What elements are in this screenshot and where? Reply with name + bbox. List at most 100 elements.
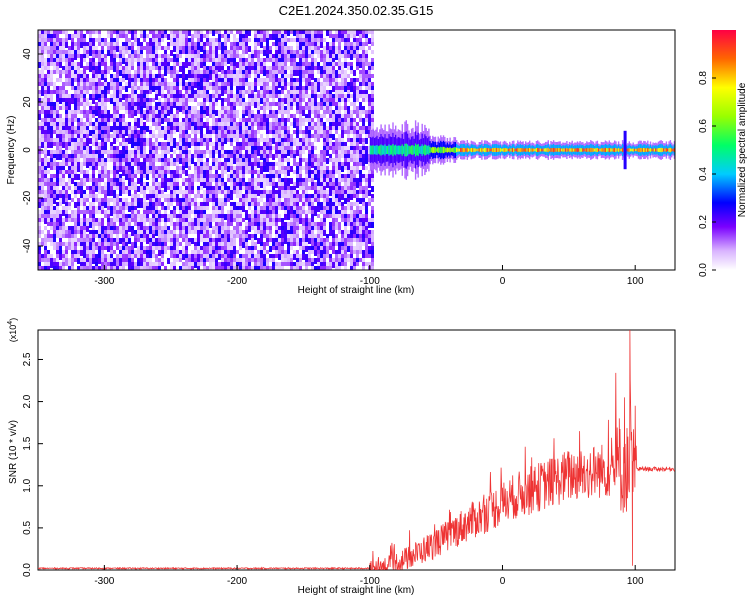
noise-cell [281, 242, 284, 248]
noise-cell [59, 162, 62, 166]
noise-cell [272, 246, 275, 250]
noise-cell [71, 98, 74, 104]
noise-cell [209, 70, 212, 76]
noise-cell [80, 234, 83, 238]
noise-cell [218, 234, 221, 238]
noise-cell [167, 34, 170, 40]
noise-cell [260, 122, 263, 128]
noise-cell [65, 258, 68, 262]
noise-cell [161, 150, 164, 154]
noise-cell [50, 258, 53, 264]
noise-cell [104, 94, 107, 100]
noise-cell [80, 126, 83, 130]
noise-cell [194, 210, 197, 216]
noise-cell [311, 186, 314, 190]
noise-cell [281, 38, 284, 42]
noise-cell [221, 166, 224, 170]
noise-cell [263, 254, 266, 260]
noise-cell [209, 54, 212, 58]
noise-cell [236, 250, 239, 254]
noise-cell [266, 226, 269, 230]
noise-cell [266, 74, 269, 78]
noise-cell [317, 138, 320, 142]
noise-cell [224, 246, 227, 250]
noise-cell [68, 178, 71, 182]
noise-cell [254, 158, 257, 162]
noise-cell [227, 258, 230, 262]
noise-cell [143, 206, 146, 210]
noise-cell [65, 90, 68, 94]
noise-cell [212, 122, 215, 126]
noise-cell [62, 134, 65, 138]
noise-cell [101, 82, 104, 86]
noise-cell [296, 178, 299, 184]
noise-cell [152, 130, 155, 134]
noise-cell [122, 162, 125, 166]
noise-cell [62, 170, 65, 174]
noise-cell [80, 94, 83, 98]
noise-cell [74, 62, 77, 66]
noise-cell [227, 246, 230, 250]
noise-cell [257, 94, 260, 98]
noise-cell [134, 174, 137, 178]
noise-cell [110, 46, 113, 50]
noise-cell [248, 86, 251, 90]
noise-cell [290, 90, 293, 94]
noise-cell [119, 154, 122, 160]
noise-cell [320, 178, 323, 182]
noise-cell [110, 250, 113, 254]
noise-cell [320, 58, 323, 62]
noise-cell [38, 254, 41, 258]
noise-cell [203, 262, 206, 266]
noise-cell [254, 134, 257, 138]
noise-cell [191, 210, 194, 214]
noise-cell [149, 146, 152, 150]
noise-cell [68, 66, 71, 70]
noise-cell [161, 34, 164, 40]
noise-cell [185, 190, 188, 194]
noise-cell [170, 74, 173, 78]
noise-cell [131, 254, 134, 258]
noise-cell [290, 254, 293, 258]
noise-cell [245, 62, 248, 66]
noise-cell [284, 214, 287, 220]
noise-cell [155, 214, 158, 218]
noise-cell [287, 158, 290, 162]
noise-cell [314, 86, 317, 90]
noise-cell [155, 42, 158, 46]
noise-cell [77, 86, 80, 90]
noise-cell [152, 142, 155, 146]
noise-cell [131, 126, 134, 130]
noise-cell [287, 46, 290, 50]
noise-cell [296, 94, 299, 100]
noise-cell [317, 82, 320, 88]
noise-cell [170, 198, 173, 204]
noise-cell [320, 190, 323, 194]
noise-cell [104, 210, 107, 214]
noise-cell [290, 98, 293, 102]
noise-cell [59, 98, 62, 104]
noise-cell [233, 178, 236, 184]
noise-cell [230, 238, 233, 242]
noise-cell [203, 230, 206, 234]
noise-cell [134, 206, 137, 212]
noise-cell [260, 146, 263, 152]
noise-cell [41, 118, 44, 122]
noise-cell [107, 214, 110, 218]
noise-cell [305, 170, 308, 174]
noise-cell [272, 266, 275, 270]
noise-cell [116, 170, 119, 176]
noise-cell [323, 66, 326, 70]
noise-cell [104, 214, 107, 218]
noise-cell [251, 154, 254, 158]
noise-cell [263, 258, 266, 264]
noise-cell [143, 198, 146, 202]
noise-cell [107, 234, 110, 238]
noise-cell [278, 266, 281, 270]
noise-cell [323, 222, 326, 226]
noise-cell [83, 198, 86, 202]
noise-cell [230, 78, 233, 84]
noise-cell [257, 206, 260, 210]
noise-cell [269, 190, 272, 194]
noise-cell [215, 262, 218, 268]
